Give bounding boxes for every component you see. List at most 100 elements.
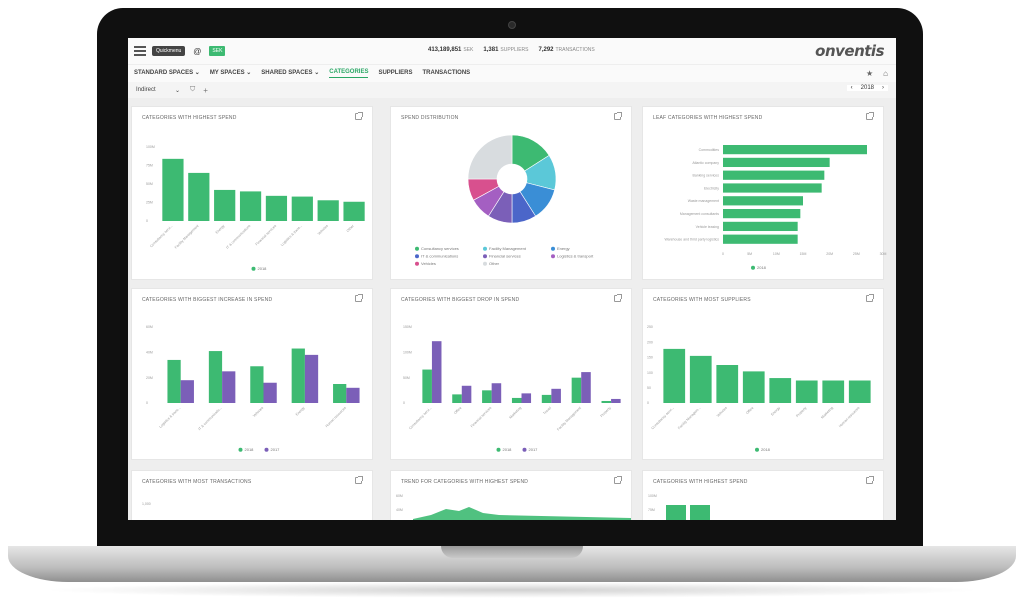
x-tick-label: Energy: [770, 406, 781, 417]
y-tick-label: 0: [403, 401, 405, 405]
chart-bar: [723, 234, 798, 244]
chart-bar: [723, 209, 801, 219]
x-tick-label: Vehicles: [252, 406, 264, 418]
app-screen: Quickmenu @ SEK 413,189,851 SEK 1,381 SUPP…: [128, 38, 896, 520]
nav-suppliers[interactable]: SUPPLIERS: [378, 69, 413, 76]
x-tick-label: Human resources: [838, 406, 861, 429]
nav-shared-spaces[interactable]: SHARED SPACES ⌄: [261, 70, 320, 76]
open-external-icon[interactable]: [614, 476, 622, 484]
filter-icon[interactable]: ⛉: [190, 86, 196, 93]
y-tick-label: 150: [647, 356, 653, 360]
y-tick-label: Vehicle leasing: [696, 225, 719, 229]
x-tick-label: Office: [745, 406, 754, 415]
nav-my-spaces[interactable]: MY SPACES ⌄: [209, 70, 252, 76]
next-year-icon[interactable]: ›: [882, 85, 884, 91]
chart-bar: [723, 157, 830, 168]
x-tick-label: Energy: [215, 224, 226, 235]
nav-transactions[interactable]: TRANSACTIONS: [422, 69, 471, 76]
filter-bar: Indirect ⌄ ⛉ + ‹ 2018 ›: [128, 82, 896, 98]
panel-title: SPEND DISTRIBUTION: [401, 115, 459, 121]
open-external-icon[interactable]: [866, 294, 874, 302]
legend-swatch: [522, 447, 527, 452]
y-tick-label: 60M: [396, 494, 403, 498]
open-external-icon[interactable]: [866, 476, 874, 484]
legend-label: Logistics & transport: [557, 254, 594, 259]
trend-area: [413, 507, 631, 520]
open-external-icon[interactable]: [355, 294, 363, 302]
chart-bar: [482, 390, 492, 403]
y-tick-label: 100M: [648, 494, 657, 498]
x-tick-label: 10M: [773, 252, 780, 256]
prev-year-icon[interactable]: ‹: [850, 85, 853, 91]
panel-biggest-drop: CATEGORIES WITH BIGGEST DROP IN SPEND 15…: [390, 288, 632, 460]
open-external-icon[interactable]: [866, 112, 874, 120]
chart-bar: [250, 366, 264, 403]
chart-bar: [422, 369, 432, 403]
y-tick-label: 0: [647, 401, 649, 405]
chart-bar: [461, 385, 472, 403]
chart-svg: 100M 75M: [648, 494, 710, 520]
chevron-down-icon: ⌄: [174, 87, 180, 94]
chart-bar: [188, 172, 210, 221]
x-tick-label: 20M: [826, 252, 833, 256]
open-external-icon[interactable]: [614, 112, 622, 120]
y-tick-label: Banking services: [693, 174, 720, 178]
add-filter-icon[interactable]: +: [203, 85, 208, 95]
chart-bar: [723, 221, 798, 232]
chart-bar: [723, 145, 867, 155]
legend-label: Facility Management: [489, 246, 527, 251]
x-tick-label: Consultancy servi...: [408, 406, 432, 430]
hamburger-menu-icon[interactable]: [134, 46, 146, 56]
x-tick-label: Human resources: [325, 406, 348, 429]
legend-swatch: [415, 254, 419, 259]
nav-actions: ★ ⌂: [866, 69, 888, 78]
legend-swatch: [264, 447, 269, 452]
chart-bar: [317, 200, 339, 221]
x-tick-label: IT & communicatio...: [197, 406, 222, 431]
open-external-icon[interactable]: [614, 294, 622, 302]
year-value: 2018: [860, 85, 874, 91]
y-tick-label: 150M: [403, 325, 412, 329]
y-tick-label: 1,000: [142, 502, 151, 506]
chart-bar: [180, 380, 194, 403]
x-tick-label: 5M: [747, 252, 752, 256]
chart-bar: [666, 505, 686, 520]
home-icon[interactable]: ⌂: [883, 69, 888, 78]
panel-title: CATEGORIES WITH HIGHEST SPEND: [142, 115, 237, 121]
y-tick-label: 75M: [648, 508, 655, 512]
top-bar: Quickmenu @ SEK 413,189,851 SEK 1,381 SUPP…: [128, 38, 896, 64]
nav-standard-spaces[interactable]: STANDARD SPACES ⌄: [134, 70, 200, 76]
x-tick-label: 25M: [853, 252, 860, 256]
legend-swatch: [415, 246, 419, 251]
pie-slice: [467, 134, 513, 180]
quickmenu-badge[interactable]: Quickmenu: [152, 46, 186, 56]
panel-most-suppliers: CATEGORIES WITH MOST SUPPLIERS 250 200 150…: [642, 288, 884, 460]
chart-bar: [431, 341, 442, 403]
y-tick-label: 50M: [403, 376, 410, 380]
open-external-icon[interactable]: [355, 112, 363, 120]
panel-leaf-categories: LEAF CATEGORIES WITH HIGHEST SPEND Commo…: [642, 106, 886, 280]
chart-bar: [723, 183, 822, 193]
chart-bar: [521, 393, 532, 403]
panel-title: CATEGORIES WITH BIGGEST DROP IN SPEND: [401, 297, 520, 303]
chart-bar: [723, 170, 825, 180]
x-tick-label: Vehicles: [716, 406, 728, 418]
category-filter-select[interactable]: Indirect ⌄: [136, 87, 180, 94]
star-icon[interactable]: ★: [865, 69, 874, 78]
legend-swatch: [755, 447, 759, 452]
open-external-icon[interactable]: [355, 476, 363, 484]
y-tick-label: 25M: [146, 201, 153, 205]
at-icon[interactable]: @: [193, 46, 202, 56]
legend-label: 2018: [757, 265, 767, 270]
chart-bar: [716, 365, 739, 403]
chart-svg: 60M 40M: [396, 494, 631, 520]
legend-swatch: [551, 254, 555, 259]
currency-badge[interactable]: SEK: [209, 46, 226, 56]
nav-categories[interactable]: CATEGORIES: [329, 69, 369, 78]
chart-bar: [167, 359, 181, 403]
y-tick-label: Atlantic company: [692, 161, 719, 165]
spend-stat: 413,189,851 SEK: [428, 47, 474, 53]
legend-label: 2018: [503, 447, 513, 452]
